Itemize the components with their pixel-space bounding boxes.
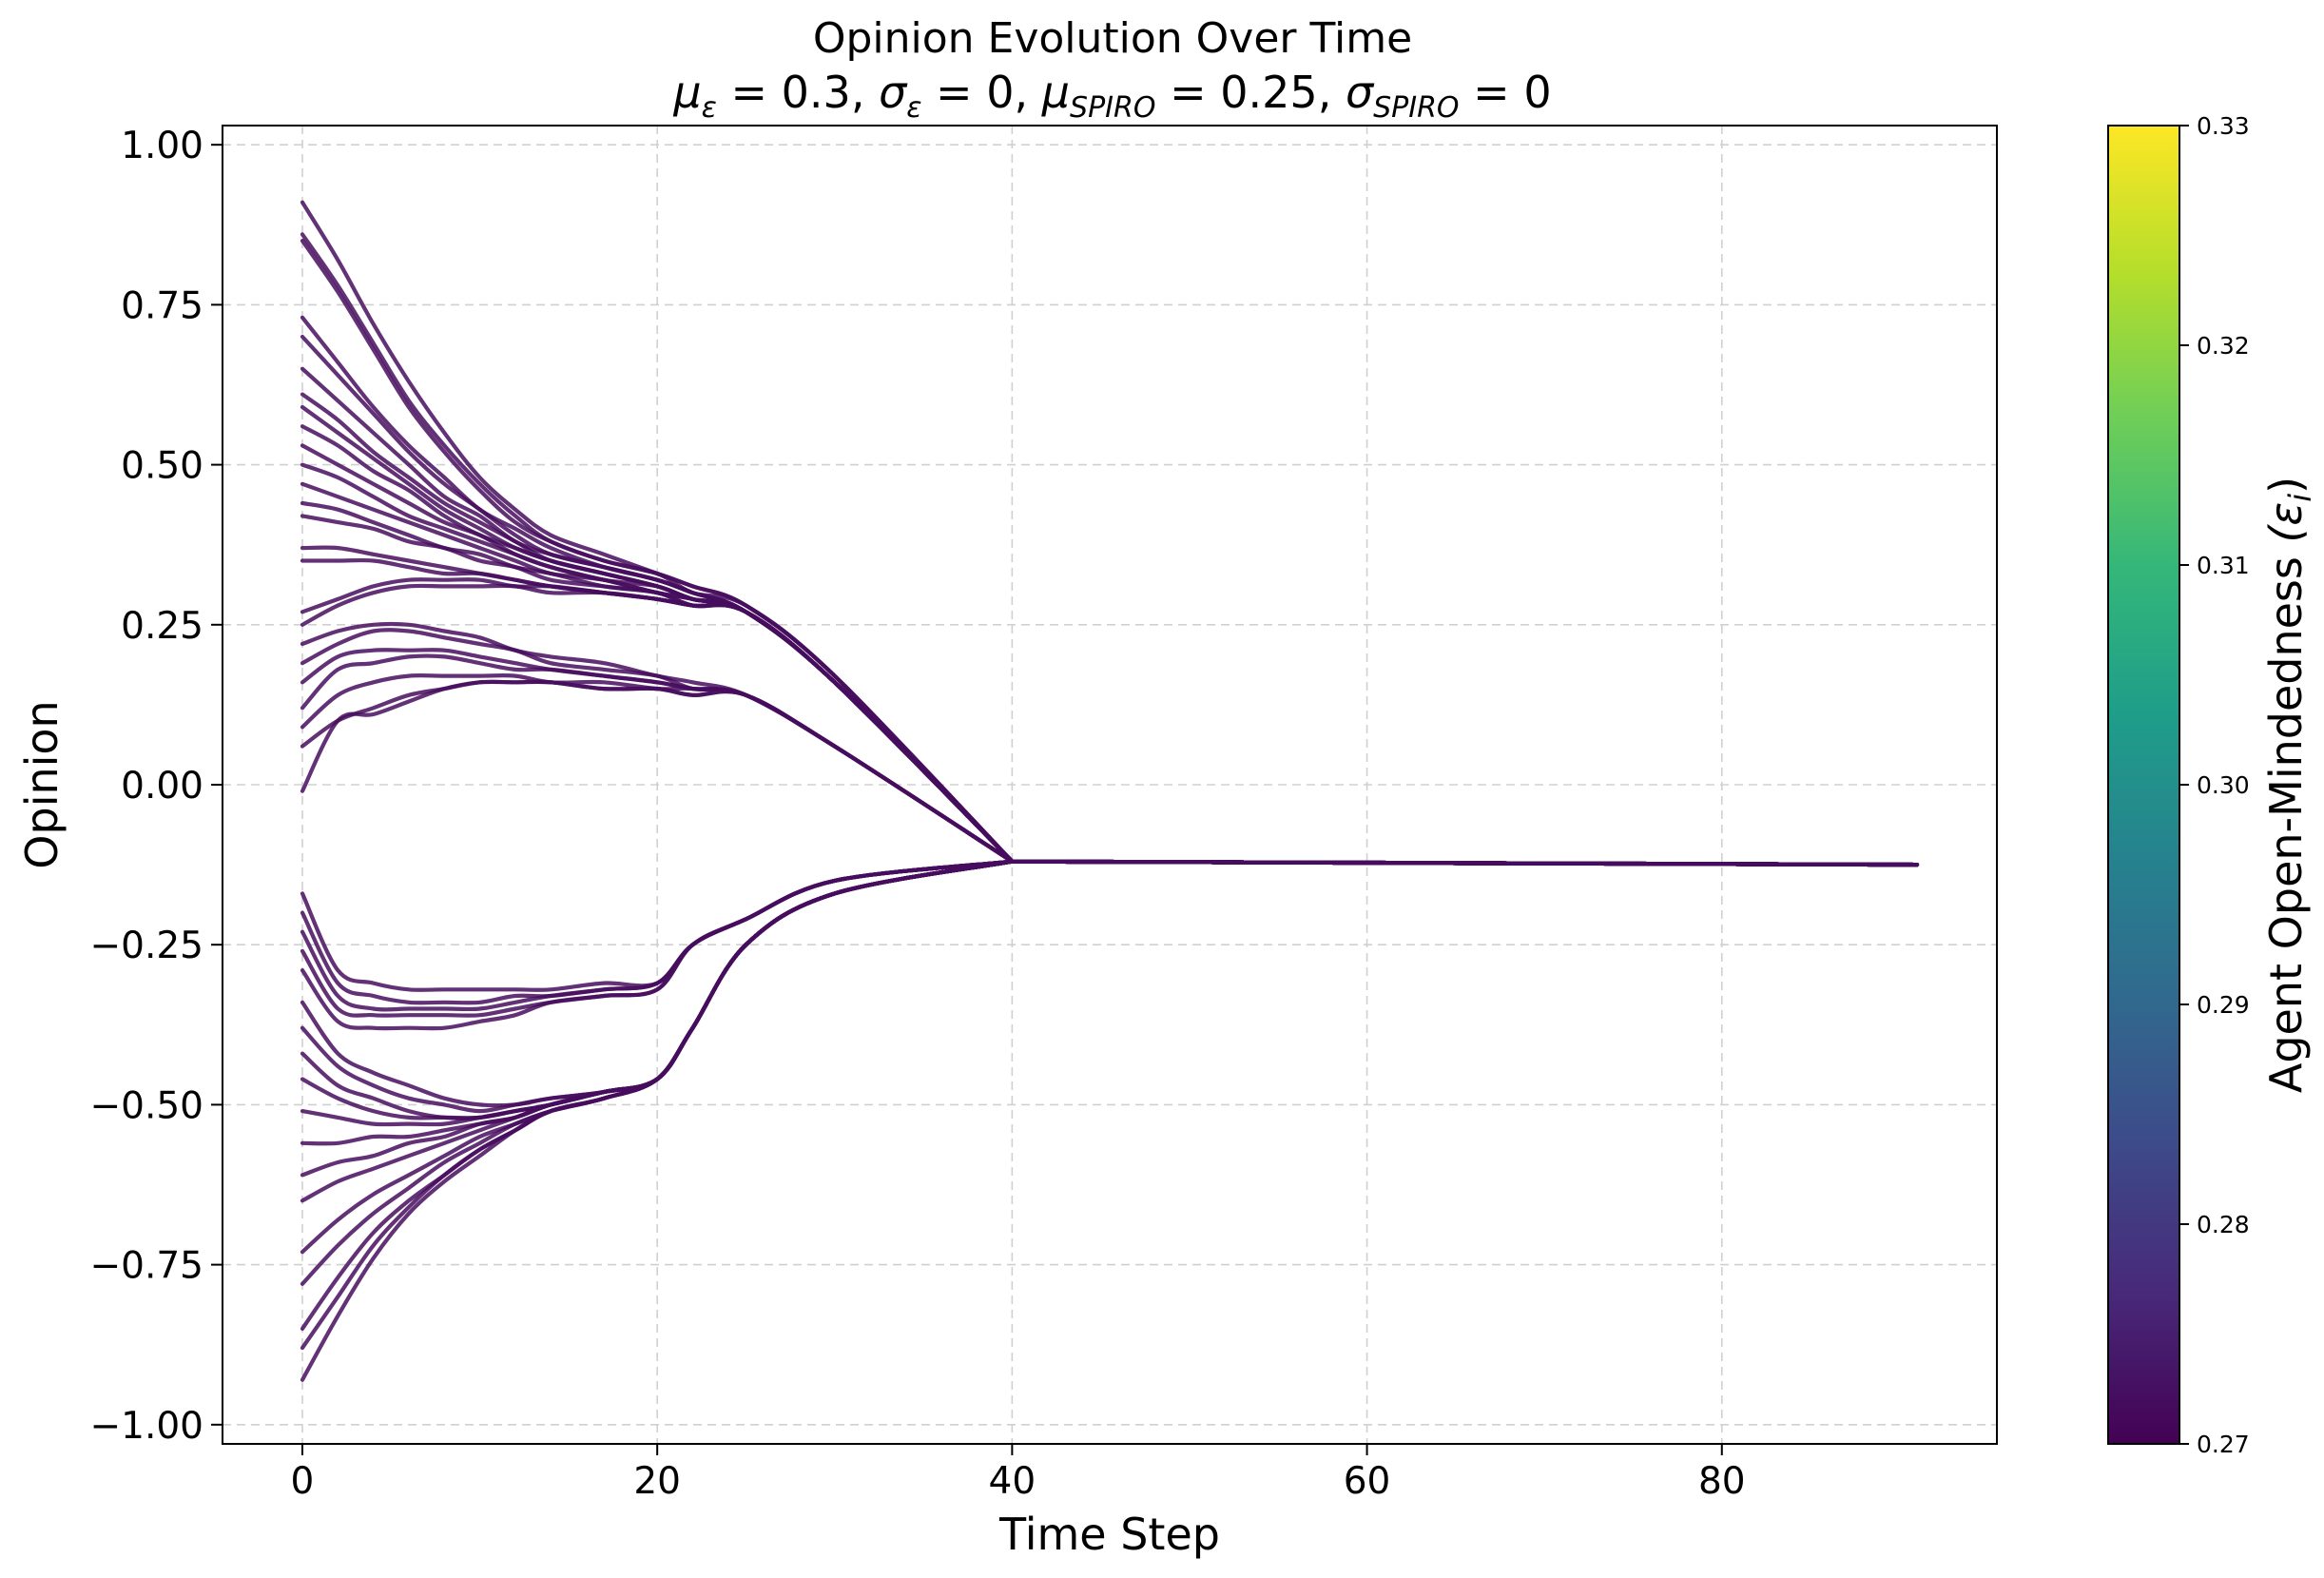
colorbar-tick-label: 0.32 [2197,332,2250,360]
x-tick-label: 20 [633,1460,681,1503]
series-line [300,366,1920,867]
subtitle-part2: = 0, [921,67,1041,118]
y-tick-label: 0.00 [121,765,203,808]
series-line [300,462,1920,867]
series-line [300,859,1920,1127]
y-axis-ticks: 1.00 0.75 0.50 0.25 0.00 −0.25 −0.50 −0.75 −1.00 [89,125,223,1448]
y-tick-label: 0.75 [121,284,203,327]
y-tick-label: −1.00 [89,1405,203,1448]
subtitle-eps-sub: ε [702,91,717,125]
series-line [300,545,1920,867]
subtitle-sigma-spiro: σ [1346,67,1375,118]
colorbar-label-close: ) [2260,477,2312,494]
x-axis-ticks: 0 20 40 60 80 [291,1444,1746,1503]
chart-subtitle: με = 0.3, σε = 0, μSPIRO = 0.25, σSPIRO … [672,67,1551,125]
colorbar [2107,125,2180,1445]
series-line [300,859,1920,1382]
colorbar-tick-label: 0.28 [2197,1211,2250,1238]
series-line [300,673,1920,867]
x-tick-label: 60 [1344,1460,1391,1503]
series-line [300,232,1920,867]
series-line [300,859,1920,1012]
colorbar-ticks: 0.27 0.28 0.29 0.30 0.31 0.32 0.33 [2179,112,2250,1458]
subtitle-mu-spiro: μ [1041,67,1070,118]
x-tick-label: 40 [989,1460,1036,1503]
series-line [300,859,1920,1178]
series-line [300,514,1920,867]
series-line [300,628,1920,867]
y-tick-label: 1.00 [121,125,203,167]
y-tick-label: 0.25 [121,605,203,648]
series-line [300,859,1920,1255]
series-line [300,334,1920,867]
subtitle-spiro-sub: SPIRO [1070,91,1155,125]
series-line [300,404,1920,867]
subtitle-mu-eps: μ [672,67,701,118]
subtitle-sigma-eps-sub: ε [906,91,921,125]
series-line [300,557,1920,867]
y-tick-label: −0.50 [89,1084,203,1127]
colorbar-label-text: Agent Open-Mindedness [2260,556,2312,1093]
chart-title: Opinion Evolution Over Time [813,14,1412,63]
series-line [300,583,1920,867]
series-line [300,424,1920,867]
colorbar-label: Agent Open-Mindedness (εi) [2260,477,2318,1093]
x-tick-label: 0 [291,1460,315,1503]
series-line [300,653,1920,867]
series-lines [300,200,1920,1382]
subtitle-part4: = 0 [1460,67,1552,118]
subtitle-part3: = 0.25, [1155,67,1345,118]
y-tick-label: 0.50 [121,445,203,488]
y-tick-label: −0.75 [89,1245,203,1288]
subtitle-part1: = 0.3, [717,67,879,118]
y-tick-label: −0.25 [89,925,203,967]
series-line [300,859,1920,1203]
colorbar-tick-label: 0.27 [2197,1431,2250,1458]
series-line [300,859,1920,1005]
grid-lines [223,126,1997,1444]
colorbar-label-symbol: (ε [2260,502,2312,543]
series-line [300,481,1920,867]
series-line [300,859,1920,992]
colorbar-tick-label: 0.31 [2197,552,2250,579]
subtitle-sigma-spiro-sub: SPIRO [1373,91,1459,125]
colorbar-tick-label: 0.33 [2197,112,2250,140]
series-line [300,859,1920,1286]
y-axis-label: Opinion [16,700,68,868]
series-line [300,859,1920,1114]
series-line [300,859,1920,1108]
series-line [300,859,1920,1031]
series-line [300,679,1920,867]
subtitle-sigma-eps: σ [879,67,908,118]
series-line [300,859,1920,1331]
series-line [300,859,1920,1018]
series-line [300,200,1920,867]
series-line [300,577,1920,867]
series-line [300,239,1920,867]
colorbar-tick-label: 0.30 [2197,771,2250,799]
colorbar-tick-label: 0.29 [2197,991,2250,1019]
colorbar-label-sub: i [2282,494,2318,502]
x-tick-label: 80 [1698,1460,1746,1503]
x-axis-label: Time Step [998,1509,1220,1560]
series-line [300,679,1920,867]
